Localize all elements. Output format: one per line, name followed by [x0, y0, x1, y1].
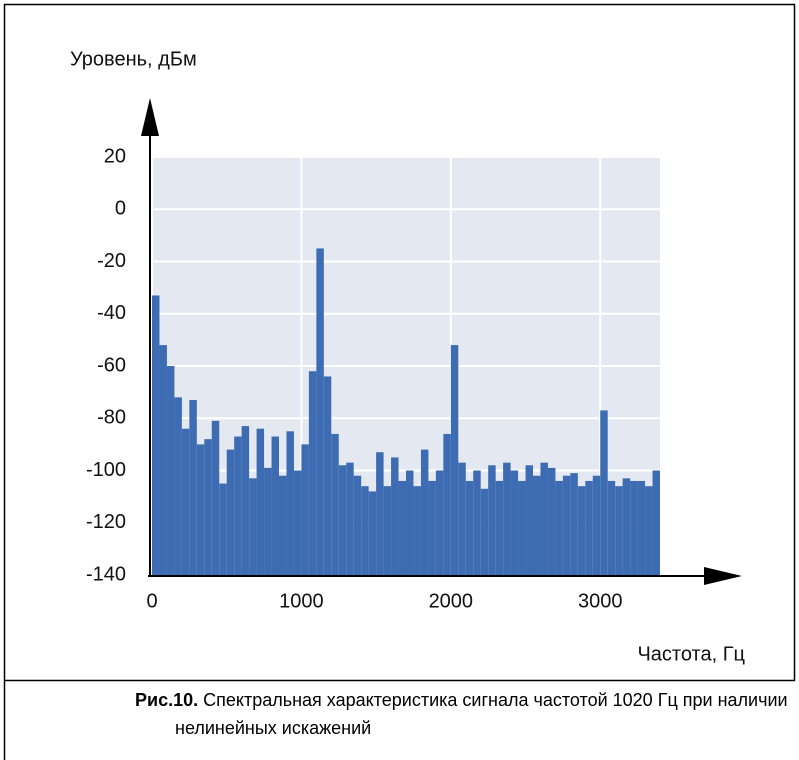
y-tick-label: -100 [86, 459, 126, 481]
caption-text: Спектральная характеристика сигнала част… [175, 690, 788, 738]
y-tick-label: -140 [86, 563, 126, 585]
bar [428, 480, 436, 575]
bar [630, 480, 638, 575]
x-axis-label: Частота, Гц [637, 643, 745, 665]
bar [480, 488, 489, 575]
y-tick-label: 20 [104, 145, 126, 167]
bar [510, 470, 519, 575]
bar [346, 462, 354, 575]
y-axis-label: Уровень, дБм [70, 48, 197, 70]
x-tick-label: 3000 [578, 590, 623, 612]
bar [547, 467, 556, 575]
bar [249, 478, 257, 575]
bar [234, 436, 242, 575]
bar [391, 457, 399, 575]
y-tick-label: 0 [115, 198, 126, 220]
bar [293, 470, 302, 575]
bar [495, 480, 504, 575]
bar [241, 426, 250, 575]
bar [458, 462, 466, 575]
y-tick-label: -120 [86, 511, 126, 533]
bar [189, 399, 197, 575]
bar [376, 452, 384, 575]
y-tick-label: -80 [97, 407, 126, 429]
bar [607, 480, 616, 575]
bar [323, 376, 332, 575]
bar [615, 486, 623, 575]
y-tick-label: -60 [97, 354, 126, 376]
bar [181, 428, 190, 575]
bar [286, 431, 294, 575]
bar [308, 371, 317, 575]
bar [406, 470, 414, 575]
bar [413, 486, 421, 575]
bar [525, 465, 533, 575]
bar [398, 480, 406, 575]
bar [166, 366, 175, 575]
bar [264, 467, 272, 575]
bar [301, 444, 309, 575]
bar [645, 486, 653, 575]
bars [152, 248, 660, 575]
bar [577, 486, 586, 575]
y-tick-label: -20 [97, 250, 126, 272]
bar [488, 465, 496, 575]
bar [473, 470, 481, 575]
bar [622, 478, 631, 575]
bar [279, 475, 287, 575]
bar [600, 410, 608, 575]
bar [450, 345, 459, 575]
bar [353, 475, 362, 575]
x-axis-arrow [704, 567, 742, 585]
bar [637, 480, 646, 575]
bar [592, 475, 601, 575]
bar [555, 480, 563, 575]
bar [503, 462, 511, 575]
bar [435, 470, 444, 575]
x-tick-label: 0 [146, 590, 157, 612]
caption-label: Рис.10. [135, 690, 199, 710]
caption: Рис.10. Спектральная характеристика сигн… [135, 686, 799, 742]
y-tick-label: -40 [97, 302, 126, 324]
bar [652, 470, 660, 575]
bar [585, 480, 593, 575]
bar [271, 436, 279, 575]
bar [570, 473, 578, 575]
bar [196, 444, 205, 575]
y-axis-arrow [141, 98, 159, 136]
bar [331, 433, 339, 575]
bar [533, 475, 541, 575]
bar [211, 420, 220, 575]
x-tick-label: 2000 [429, 590, 474, 612]
bar [226, 449, 235, 575]
bar [152, 295, 160, 575]
bar [420, 449, 429, 575]
bar [338, 465, 347, 575]
bar [361, 486, 369, 575]
bar [562, 475, 571, 575]
bar [159, 345, 167, 575]
bar [540, 462, 548, 575]
bar [465, 480, 474, 575]
bar [204, 439, 212, 575]
bar [174, 397, 182, 575]
bar [219, 483, 227, 575]
bar [256, 428, 265, 575]
bar [383, 486, 392, 575]
bar [443, 433, 451, 575]
bar [368, 491, 377, 575]
x-tick-label: 1000 [279, 590, 324, 612]
bar [316, 248, 324, 575]
frame [3, 3, 796, 760]
bar [518, 480, 526, 575]
